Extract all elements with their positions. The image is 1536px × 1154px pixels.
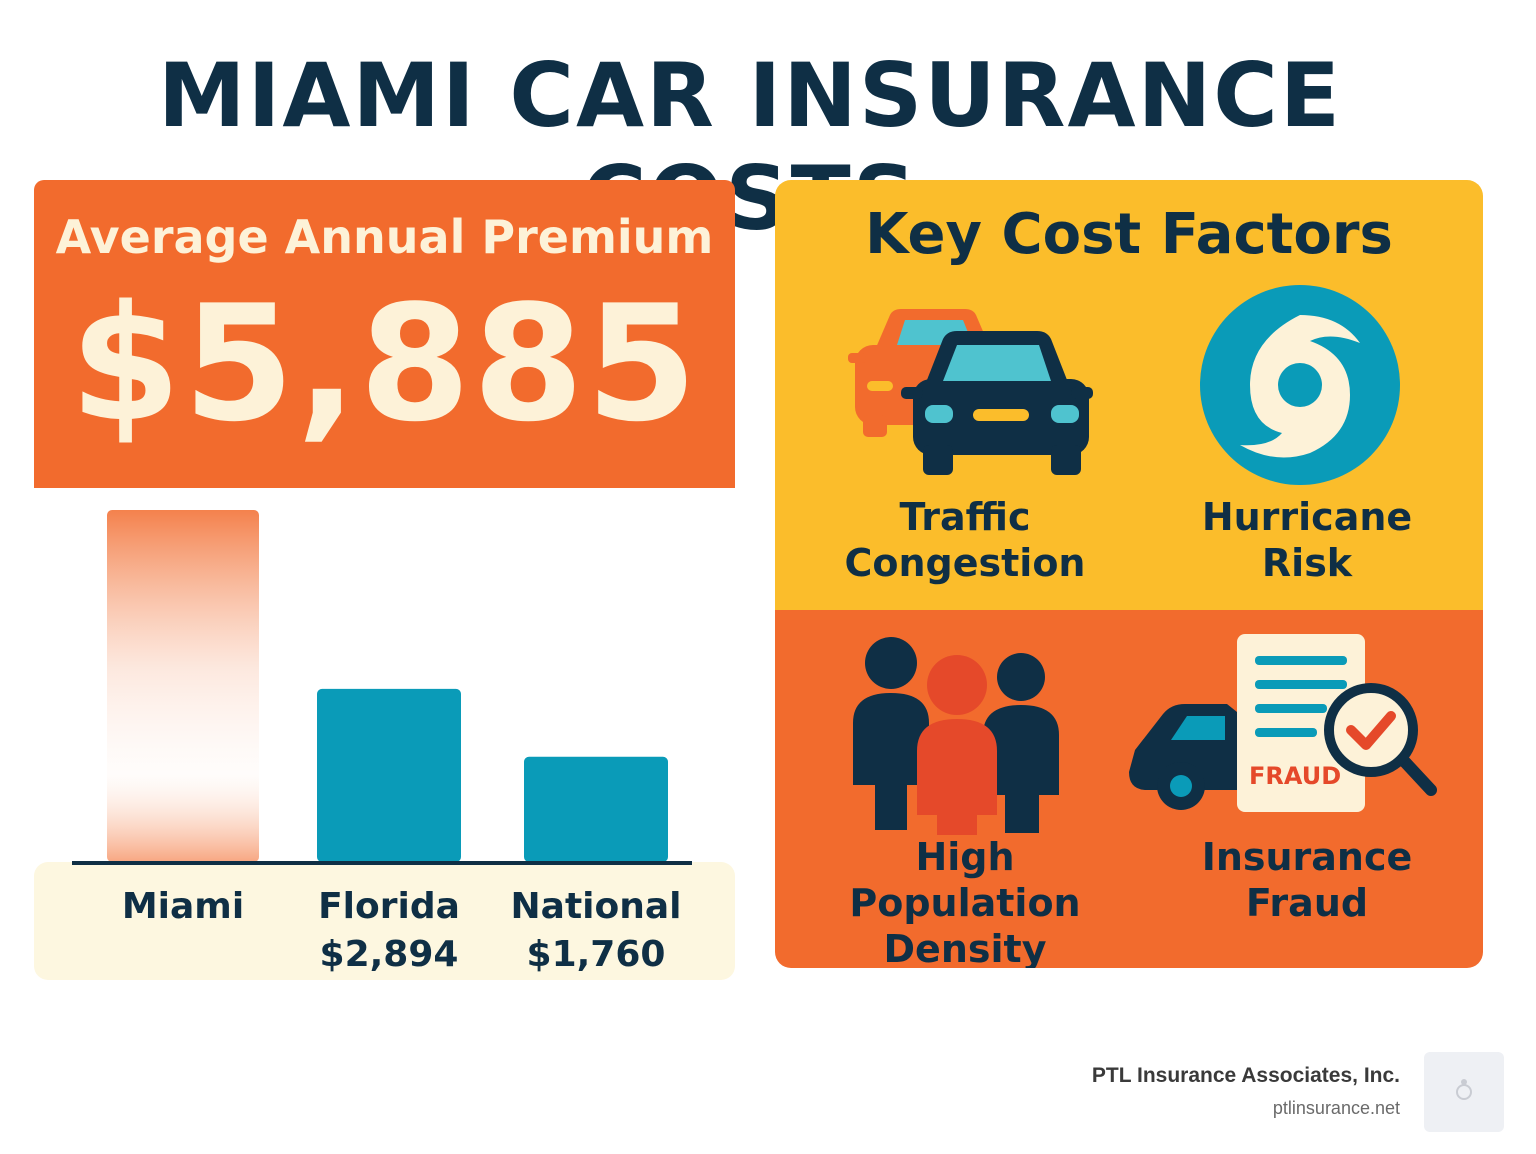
factor-label-traffic: Traffic Congestion (844, 495, 1086, 585)
people-icon (853, 637, 1059, 835)
footer-company: PTL Insurance Associates, Inc. (1091, 1064, 1400, 1087)
premium-value: $5,885 (69, 270, 700, 457)
footer-url[interactable]: ptlinsurance.net (1272, 1098, 1400, 1118)
company-logo-badge (1424, 1052, 1504, 1132)
chart-svg: Miami Florida $2,894 National $1,760 (34, 510, 735, 980)
cars-icon (848, 309, 1093, 475)
factor-label-hurricane: Hurricane Risk (1201, 495, 1413, 585)
premium-label: Average Annual Premium (55, 210, 714, 264)
value-label-florida: $2,894 (320, 934, 459, 975)
fraud-badge-text: FRAUD (1249, 762, 1341, 790)
factor-label-fraud: Insurance Fraud (1201, 835, 1413, 925)
axis-band (34, 862, 735, 980)
value-label-national: $1,760 (527, 934, 666, 975)
category-label-national: National (511, 886, 682, 927)
factor-label-population: High Population Density (849, 835, 1081, 968)
hurricane-icon (1200, 285, 1400, 485)
logo-icon (1456, 1079, 1472, 1100)
category-label-miami: Miami (122, 886, 244, 927)
category-label-florida: Florida (318, 886, 460, 927)
premium-panel: Average Annual Premium $5,885 (34, 180, 735, 488)
bar-miami (107, 510, 259, 862)
fraud-icon: FRAUD (1129, 634, 1437, 812)
bar-florida (317, 688, 461, 862)
factors-title: Key Cost Factors (865, 202, 1393, 267)
premium-bar-chart: Miami Florida $2,894 National $1,760 (34, 490, 735, 980)
bar-national (524, 756, 668, 862)
key-cost-factors-panel: Key Cost Factors Traffic Congestion Hurr… (775, 180, 1483, 968)
